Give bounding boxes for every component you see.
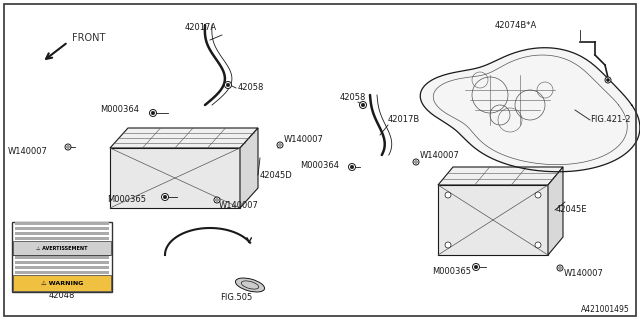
Circle shape — [150, 109, 157, 116]
Text: 42074B*A: 42074B*A — [495, 21, 537, 30]
Circle shape — [535, 242, 541, 248]
Circle shape — [161, 194, 168, 201]
Text: 42048: 42048 — [49, 291, 75, 300]
Circle shape — [163, 195, 167, 199]
Polygon shape — [548, 167, 563, 255]
Bar — [13, 241, 111, 255]
Circle shape — [360, 101, 367, 108]
Circle shape — [557, 265, 563, 271]
Text: W140007: W140007 — [284, 135, 324, 145]
Circle shape — [214, 197, 220, 203]
Circle shape — [350, 165, 354, 169]
Bar — [13, 275, 111, 291]
Text: ⚠ WARNING: ⚠ WARNING — [41, 281, 83, 285]
Text: 42017B: 42017B — [388, 116, 420, 124]
Bar — [15, 232, 109, 235]
Bar — [15, 227, 109, 230]
Bar — [12, 222, 112, 292]
Text: FRONT: FRONT — [72, 33, 106, 43]
Circle shape — [474, 265, 477, 269]
Circle shape — [415, 161, 417, 163]
Text: 42017A: 42017A — [185, 23, 217, 33]
Polygon shape — [420, 48, 640, 172]
Bar — [13, 255, 111, 256]
Text: 42045D: 42045D — [260, 171, 292, 180]
Circle shape — [445, 192, 451, 198]
Text: M000365: M000365 — [107, 196, 146, 204]
Ellipse shape — [236, 278, 264, 292]
Circle shape — [227, 83, 230, 87]
Text: 42058: 42058 — [340, 93, 366, 102]
Circle shape — [151, 111, 155, 115]
Circle shape — [559, 267, 561, 269]
Bar — [15, 237, 109, 240]
Text: M000364: M000364 — [100, 106, 139, 115]
Bar — [15, 256, 109, 259]
Circle shape — [65, 144, 71, 150]
Text: ⚠ AVERTISSEMENT: ⚠ AVERTISSEMENT — [36, 245, 88, 251]
Circle shape — [472, 263, 479, 270]
Text: W140007: W140007 — [219, 202, 259, 211]
Text: M000365: M000365 — [432, 268, 471, 276]
Circle shape — [605, 77, 611, 83]
Circle shape — [225, 82, 232, 89]
Polygon shape — [240, 128, 258, 208]
Text: M000364: M000364 — [300, 161, 339, 170]
Text: W140007: W140007 — [8, 147, 48, 156]
Circle shape — [361, 103, 365, 107]
Text: W140007: W140007 — [420, 151, 460, 161]
Polygon shape — [438, 185, 548, 255]
Polygon shape — [110, 148, 240, 208]
Text: 42045E: 42045E — [556, 205, 588, 214]
Circle shape — [67, 146, 69, 148]
Text: W140007: W140007 — [564, 269, 604, 278]
Text: FIG.421-2: FIG.421-2 — [590, 116, 630, 124]
Circle shape — [277, 142, 283, 148]
Bar — [15, 222, 109, 225]
Circle shape — [607, 78, 609, 82]
Circle shape — [349, 164, 355, 171]
Circle shape — [535, 192, 541, 198]
Text: 42058: 42058 — [238, 84, 264, 92]
Circle shape — [279, 144, 281, 146]
Bar — [15, 266, 109, 269]
Bar — [15, 261, 109, 264]
Circle shape — [216, 199, 218, 201]
Polygon shape — [110, 128, 258, 148]
Text: FIG.505: FIG.505 — [220, 293, 252, 302]
Bar — [15, 271, 109, 274]
Polygon shape — [438, 167, 563, 185]
Text: A421001495: A421001495 — [581, 306, 630, 315]
Circle shape — [413, 159, 419, 165]
Circle shape — [445, 242, 451, 248]
